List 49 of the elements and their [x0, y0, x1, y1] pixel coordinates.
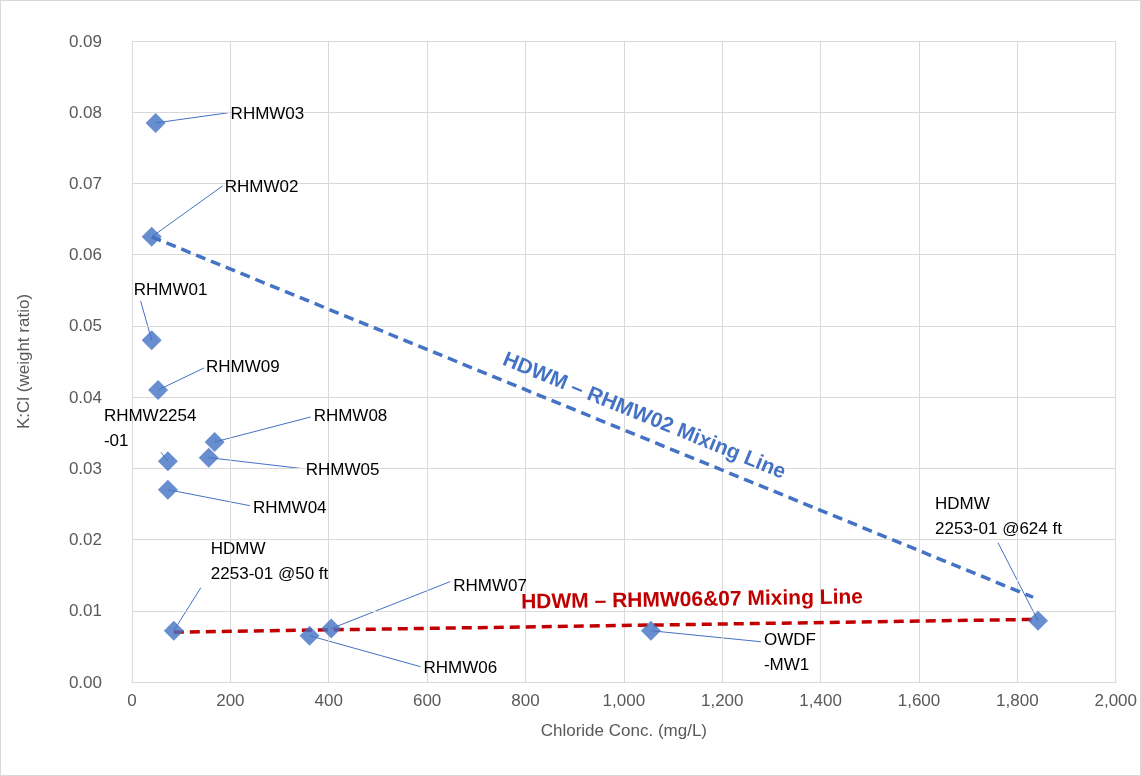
- point: [198, 447, 219, 468]
- x-tick-label: 600: [412, 691, 442, 710]
- point: [299, 625, 320, 646]
- point: [157, 479, 178, 500]
- point: [157, 451, 178, 472]
- annotation: RHMW04: [252, 497, 327, 517]
- y-tick-label: 0.04: [68, 387, 102, 407]
- y-tick-label: 0.01: [68, 601, 102, 621]
- point: [141, 330, 162, 351]
- annotation: RHMW02: [224, 176, 299, 196]
- y-tick-label: 0.05: [68, 316, 102, 336]
- point: [1028, 610, 1049, 631]
- y-tick-label: 0.02: [68, 530, 102, 550]
- y-tick-label: 0.08: [68, 102, 102, 122]
- point: [163, 620, 184, 641]
- x-axis-title: Chloride Conc. (mg/L): [540, 721, 708, 740]
- point: [204, 431, 225, 452]
- x-tick-label: 1,400: [799, 691, 842, 710]
- point: [141, 226, 162, 247]
- annotation: HDMW 2253-01 @624 ft: [935, 493, 1063, 538]
- point: [148, 379, 169, 400]
- annotation: RHMW09: [206, 356, 280, 376]
- annotation: RHMW06: [423, 657, 498, 677]
- y-tick-label: 0.09: [68, 31, 102, 51]
- annotation: RHMW2254 -01: [103, 406, 197, 451]
- annotation: RHMW08: [313, 405, 388, 425]
- y-tick-label: 0.07: [68, 173, 102, 193]
- point: [321, 618, 342, 639]
- y-tick-label: 0.06: [68, 245, 102, 265]
- x-tick-label: 1,200: [700, 691, 744, 710]
- annotation: RHMW07: [453, 575, 527, 595]
- annotation: OWDF -MW1: [763, 629, 816, 674]
- x-tick-label: 2,000: [1094, 691, 1137, 710]
- annotation: RHMW01: [133, 280, 208, 300]
- annotation: RHMW05: [305, 459, 380, 479]
- x-tick-label: 1,000: [602, 691, 646, 710]
- x-tick-label: 200: [216, 691, 245, 710]
- y-axis-title: K:Cl (weight ratio): [14, 293, 33, 430]
- point: [145, 112, 166, 133]
- point: [640, 620, 661, 641]
- y-tick-label: 0.00: [68, 672, 102, 692]
- x-tick-label: 800: [511, 691, 540, 710]
- annotation: HDMW 2253-01 @50 ft: [210, 538, 329, 583]
- x-tick-label: 1,800: [996, 691, 1039, 710]
- x-tick-label: 400: [314, 691, 343, 710]
- x-tick-label: 1,600: [897, 691, 941, 710]
- x-tick-label: 0: [127, 691, 137, 710]
- annotation: RHMW03: [230, 103, 305, 123]
- y-tick-label: 0.03: [68, 458, 102, 478]
